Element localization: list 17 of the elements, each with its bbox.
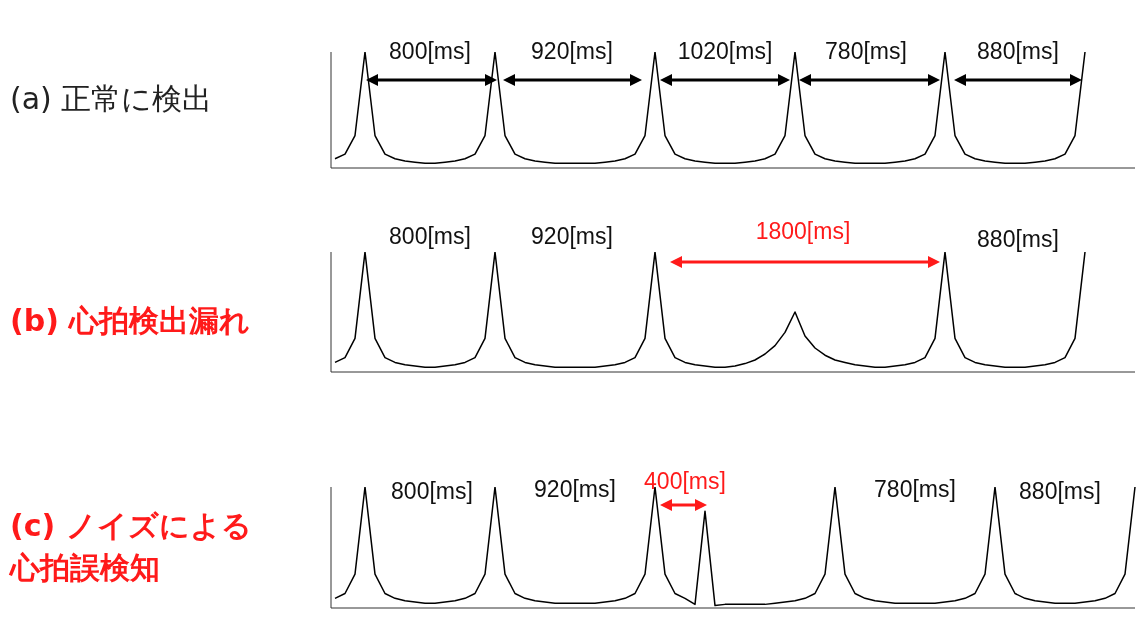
annotation: 780[ms]	[824, 38, 908, 65]
annotation: 880[ms]	[976, 226, 1060, 253]
annotation: 800[ms]	[390, 478, 474, 505]
text: 800[ms]	[388, 223, 472, 250]
text: (a) 正常に検出	[10, 80, 214, 118]
text: 920[ms]	[530, 223, 614, 250]
annotation: 920[ms]	[533, 476, 617, 503]
annotation: 780[ms]	[873, 476, 957, 503]
annotation: 800[ms]	[388, 38, 472, 65]
annotation: 880[ms]	[976, 38, 1060, 65]
annotation: 1020[ms]	[676, 38, 774, 65]
text: (c) ノイズによる心拍誤検知	[10, 507, 253, 587]
text: 1800[ms]	[754, 218, 852, 245]
annotation: 400[ms]	[643, 468, 727, 495]
annotation: 880[ms]	[1018, 478, 1102, 505]
text: (b) 心拍検出漏れ	[10, 302, 252, 340]
annotation: 920[ms]	[530, 38, 614, 65]
